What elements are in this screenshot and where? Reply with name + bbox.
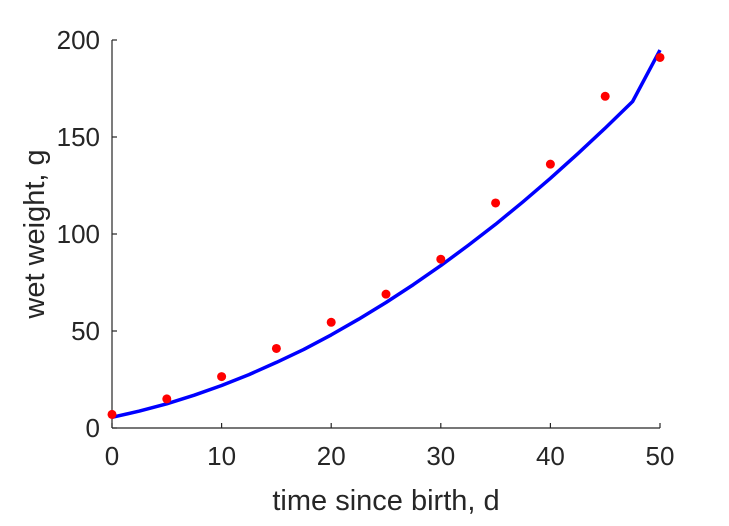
data-point [217,372,227,382]
x-tick-label: 20 [317,441,346,471]
data-point [381,289,391,299]
x-axis-label: time since birth, d [272,485,499,517]
y-axis-label: wet weight, g [19,149,51,319]
x-tick-label: 30 [426,441,455,471]
y-tick-label: 200 [57,25,100,55]
data-point [326,317,336,327]
y-tick-label: 150 [57,122,100,152]
data-point [491,198,501,208]
plot-area [107,49,665,420]
data-point [162,394,172,404]
x-tick-label: 0 [105,441,119,471]
fit-curve-line [111,49,662,420]
data-point [655,52,665,62]
y-tick-label: 0 [86,413,100,443]
data-point [271,343,281,353]
x-tick-label: 40 [536,441,565,471]
y-tick-label: 100 [57,219,100,249]
data-point [600,91,610,101]
x-tick-label: 50 [646,441,675,471]
data-point [545,159,555,169]
x-tick-label: 10 [207,441,236,471]
data-point [436,254,446,264]
data-point [107,409,117,419]
axes: 0 10 20 30 40 50 0 50 100 150 200 [57,25,675,471]
y-tick-label: 50 [71,316,100,346]
